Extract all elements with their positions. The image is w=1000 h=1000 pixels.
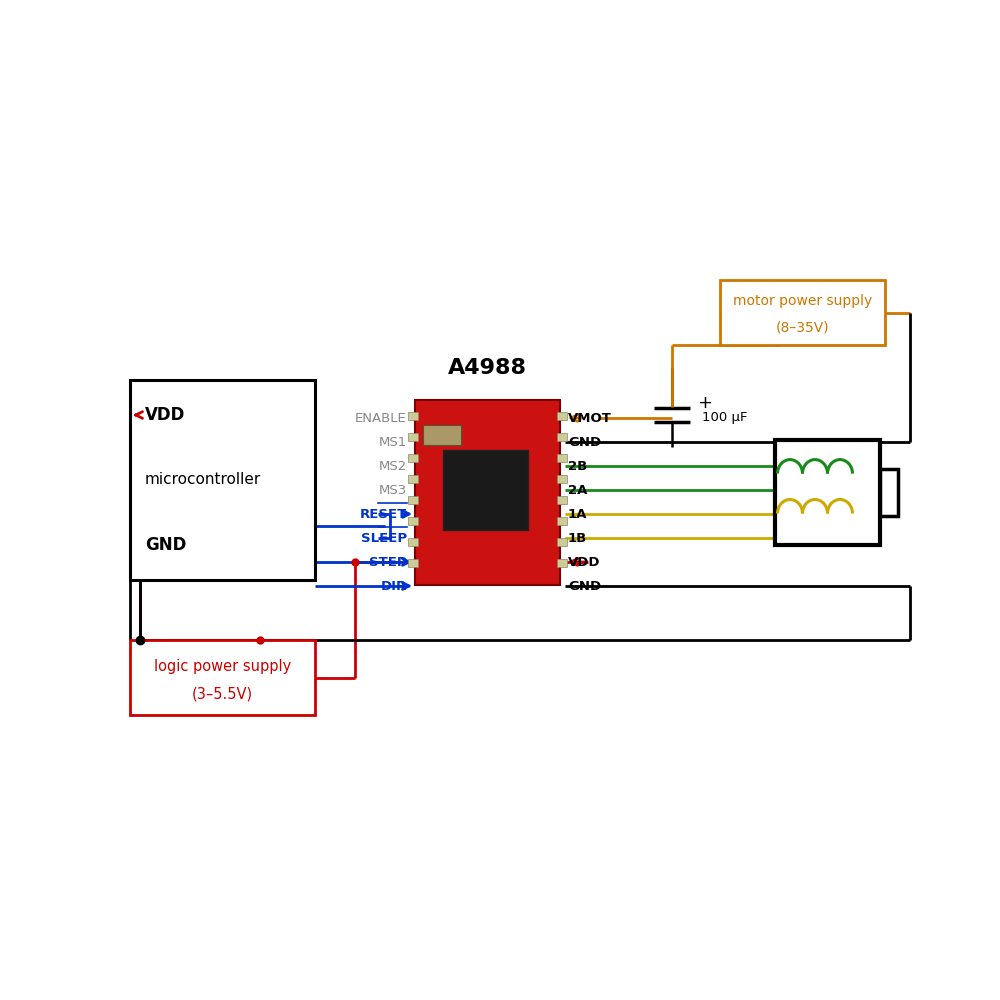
Text: GND: GND: [568, 580, 601, 592]
Bar: [557, 475, 567, 483]
Bar: [557, 538, 567, 546]
Bar: [720, 280, 885, 345]
Text: (3–5.5V): (3–5.5V): [192, 686, 253, 702]
Bar: [408, 559, 418, 567]
Text: MS1: MS1: [379, 436, 407, 448]
Text: microcontroller: microcontroller: [145, 473, 261, 488]
Text: A4988: A4988: [448, 358, 527, 378]
Bar: [557, 517, 567, 525]
Text: GND: GND: [568, 436, 601, 448]
Text: +: +: [697, 394, 712, 412]
Bar: [408, 412, 418, 420]
Bar: [130, 380, 315, 580]
Bar: [130, 640, 315, 715]
Text: (8–35V): (8–35V): [776, 320, 829, 334]
Bar: [880, 469, 898, 516]
Bar: [557, 433, 567, 441]
Text: VMOT: VMOT: [568, 412, 612, 424]
Bar: [423, 425, 461, 445]
Text: RESET: RESET: [360, 508, 407, 520]
Bar: [408, 475, 418, 483]
Text: 100 μF: 100 μF: [702, 412, 748, 424]
Text: 2B: 2B: [568, 460, 587, 473]
Text: GND: GND: [145, 536, 186, 554]
Text: VDD: VDD: [145, 406, 185, 424]
Text: STEP: STEP: [369, 556, 407, 568]
Bar: [443, 450, 528, 530]
Text: VDD: VDD: [568, 556, 600, 568]
Text: MS2: MS2: [379, 460, 407, 473]
Text: 2A: 2A: [568, 484, 587, 496]
Bar: [408, 454, 418, 462]
Text: motor power supply: motor power supply: [733, 294, 872, 308]
Text: logic power supply: logic power supply: [154, 659, 291, 674]
Bar: [408, 433, 418, 441]
Text: 1A: 1A: [568, 508, 587, 520]
Text: 1B: 1B: [568, 532, 587, 544]
Text: SLEEP: SLEEP: [361, 532, 407, 544]
Bar: [415, 400, 560, 585]
Bar: [408, 496, 418, 504]
Bar: [775, 440, 880, 545]
Bar: [557, 496, 567, 504]
Bar: [408, 538, 418, 546]
Bar: [408, 517, 418, 525]
Text: ENABLE: ENABLE: [355, 412, 407, 424]
Bar: [557, 454, 567, 462]
Text: DIR: DIR: [381, 580, 407, 592]
Text: MS3: MS3: [379, 484, 407, 496]
Bar: [557, 559, 567, 567]
Bar: [557, 412, 567, 420]
